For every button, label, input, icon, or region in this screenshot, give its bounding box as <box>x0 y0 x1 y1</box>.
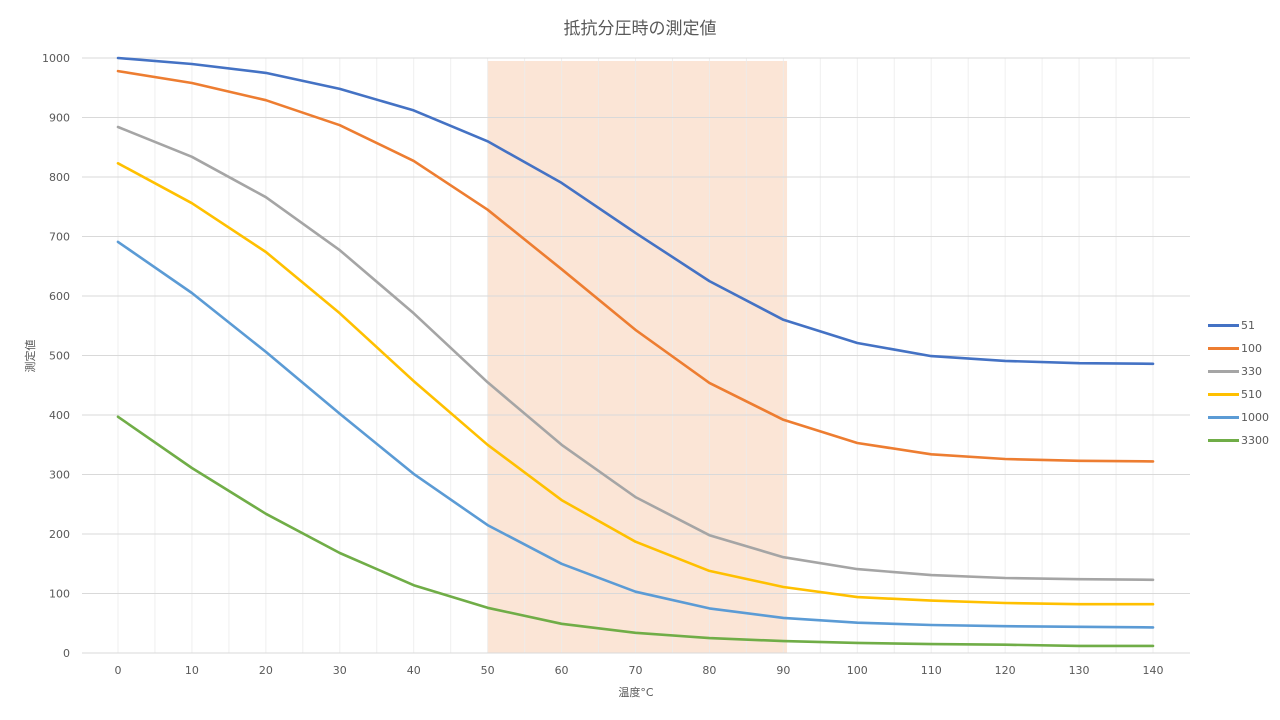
x-tick-label: 30 <box>333 664 347 677</box>
legend-label: 330 <box>1241 365 1262 378</box>
legend-line-icon <box>1208 393 1239 396</box>
highlight-band-rect <box>487 60 788 654</box>
y-tick-label: 200 <box>49 528 70 541</box>
y-tick-label: 1000 <box>42 52 70 65</box>
legend-item-100: 100 <box>1208 337 1269 360</box>
x-tick-label: 20 <box>259 664 273 677</box>
legend-line-icon <box>1208 370 1239 373</box>
series-line-3300 <box>116 415 1155 648</box>
legend-line-icon <box>1208 347 1239 350</box>
legend-item-3300: 3300 <box>1208 429 1269 452</box>
series-line-330 <box>116 125 1155 582</box>
x-tick-label: 50 <box>481 664 495 677</box>
gridlines <box>82 57 1190 654</box>
x-tick-label: 100 <box>847 664 868 677</box>
series-line-51 <box>116 56 1155 366</box>
y-tick-label: 900 <box>49 112 70 125</box>
x-tick-label: 10 <box>185 664 199 677</box>
x-axis-title: 温度°C <box>618 685 653 699</box>
x-tick-label: 110 <box>921 664 942 677</box>
y-tick-label: 400 <box>49 409 70 422</box>
legend-item-330: 330 <box>1208 360 1269 383</box>
legend-item-510: 510 <box>1208 383 1269 406</box>
legend-label: 100 <box>1241 342 1262 355</box>
legend-line-icon <box>1208 416 1239 419</box>
y-axis-ticks: 0 100 200 300 400 500 600 700 800 900 1000 <box>42 52 70 660</box>
legend-label: 3300 <box>1241 434 1269 447</box>
legend: 51 100 330 510 1000 3300 <box>1208 314 1269 452</box>
chart-title: 抵抗分圧時の測定値 <box>563 19 717 39</box>
series-lines <box>116 56 1155 648</box>
y-tick-label: 600 <box>49 290 70 303</box>
y-tick-label: 0 <box>63 647 70 660</box>
legend-item-1000: 1000 <box>1208 406 1269 429</box>
legend-label: 1000 <box>1241 411 1269 424</box>
y-axis-title: 測定値 <box>23 340 37 373</box>
x-tick-label: 40 <box>407 664 421 677</box>
x-tick-label: 140 <box>1143 664 1164 677</box>
x-tick-label: 120 <box>995 664 1016 677</box>
x-tick-label: 90 <box>776 664 790 677</box>
x-tick-label: 70 <box>629 664 643 677</box>
legend-label: 510 <box>1241 388 1262 401</box>
legend-label: 51 <box>1241 319 1255 332</box>
highlight-band <box>487 60 788 654</box>
y-tick-label: 100 <box>49 588 70 601</box>
y-tick-label: 500 <box>49 350 70 363</box>
x-tick-label: 60 <box>555 664 569 677</box>
series-line-1000 <box>116 240 1155 629</box>
legend-item-51: 51 <box>1208 314 1269 337</box>
legend-line-icon <box>1208 324 1239 327</box>
y-tick-label: 800 <box>49 171 70 184</box>
x-tick-label: 80 <box>702 664 716 677</box>
y-tick-label: 300 <box>49 469 70 482</box>
x-tick-label: 130 <box>1069 664 1090 677</box>
x-axis-ticks: 0 10 20 30 40 50 60 70 80 90 100 110 120 130 140 <box>115 664 1164 677</box>
legend-line-icon <box>1208 439 1239 442</box>
y-tick-label: 700 <box>49 231 70 244</box>
x-tick-label: 0 <box>115 664 122 677</box>
series-line-100 <box>116 69 1155 463</box>
series-line-510 <box>116 162 1155 606</box>
